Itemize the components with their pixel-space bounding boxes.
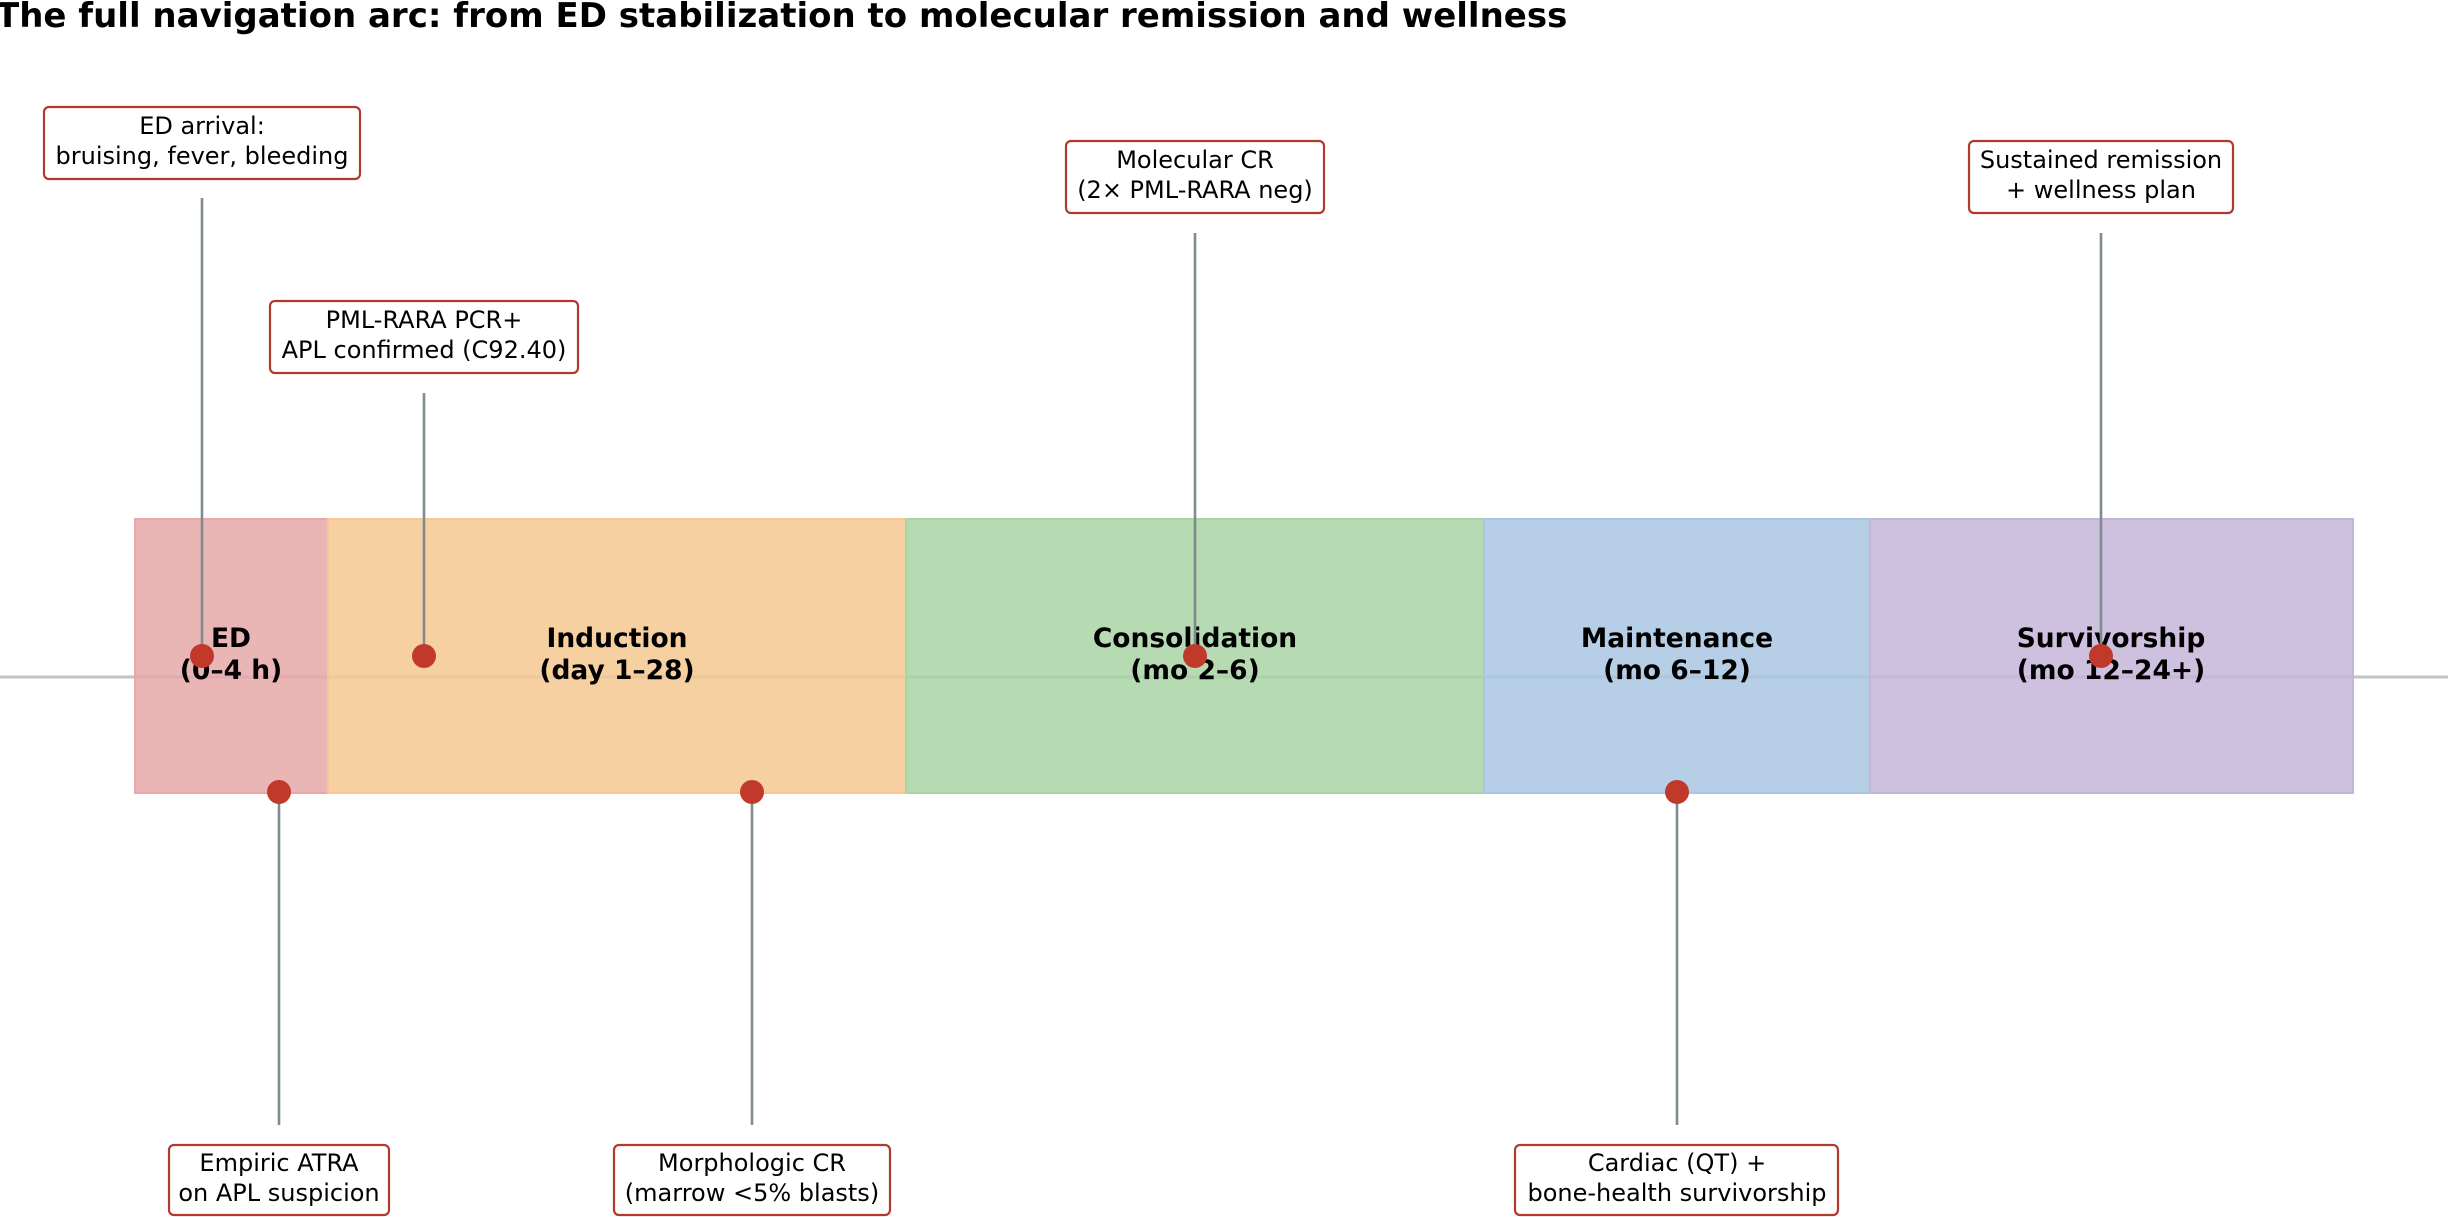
event-box bbox=[1967, 139, 2235, 215]
event-morphologic-cr: Morphologic CR (marrow <5% blasts) bbox=[612, 780, 892, 1217]
event-label-line2: APL confirmed (C92.40) bbox=[282, 336, 567, 364]
phase-name-induction: Induction bbox=[546, 623, 687, 654]
phase-ed: ED (0–4 h) bbox=[134, 518, 329, 794]
event-label-line2: (marrow <5% blasts) bbox=[625, 1179, 879, 1207]
event-box bbox=[1064, 139, 1326, 215]
event-label-line2: on APL suspicion bbox=[178, 1179, 379, 1207]
event-label-line1: Morphologic CR bbox=[658, 1149, 846, 1177]
event-box bbox=[42, 105, 362, 181]
event-marker bbox=[412, 644, 436, 668]
event-marker bbox=[740, 780, 764, 804]
event-box bbox=[1513, 1143, 1840, 1217]
event-label-line2: (2× PML-RARA neg) bbox=[1077, 176, 1313, 204]
phase-name-survivorship: Survivorship bbox=[2017, 623, 2206, 654]
event-label-line1: Empiric ATRA bbox=[199, 1149, 359, 1177]
event-box bbox=[268, 299, 580, 375]
event-label-line1: ED arrival: bbox=[139, 112, 265, 140]
phase-time-maintenance: (mo 6–12) bbox=[1603, 655, 1751, 686]
event-label-line2: bruising, fever, bleeding bbox=[56, 142, 349, 170]
phase-name-ed: ED bbox=[211, 623, 251, 654]
event-marker bbox=[190, 644, 214, 668]
event-label-line1: Sustained remission bbox=[1980, 146, 2222, 174]
event-marker bbox=[1665, 780, 1689, 804]
event-ed-arrival: ED arrival: bruising, fever, bleeding bbox=[42, 105, 362, 668]
event-empiric-atra: Empiric ATRA on APL suspicion bbox=[167, 780, 391, 1217]
event-label-line1: PML-RARA PCR+ bbox=[326, 306, 523, 334]
event-label-line1: Molecular CR bbox=[1116, 146, 1274, 174]
event-label-line1: Cardiac (QT) + bbox=[1588, 1149, 1766, 1177]
event-marker bbox=[267, 780, 291, 804]
event-sustained-remission: Sustained remission + wellness plan bbox=[1967, 139, 2235, 668]
phase-maintenance: Maintenance (mo 6–12) bbox=[1483, 518, 1871, 794]
event-label-line2: bone-health survivorship bbox=[1528, 1179, 1827, 1207]
event-box bbox=[612, 1143, 892, 1217]
phase-band-maintenance bbox=[1483, 518, 1871, 794]
diagram-title: The full navigation arc: from ED stabili… bbox=[0, 0, 1567, 36]
phase-name-maintenance: Maintenance bbox=[1581, 623, 1773, 654]
event-molecular-cr: Molecular CR (2× PML-RARA neg) bbox=[1064, 139, 1326, 668]
event-pml-rara-pcr: PML-RARA PCR+ APL confirmed (C92.40) bbox=[268, 299, 580, 668]
event-label-line2: + wellness plan bbox=[2006, 176, 2196, 204]
event-cardiac-qt: Cardiac (QT) + bone-health survivorship bbox=[1513, 780, 1840, 1217]
phase-time-induction: (day 1–28) bbox=[539, 655, 694, 686]
event-marker bbox=[1183, 644, 1207, 668]
event-box bbox=[167, 1143, 391, 1217]
event-marker bbox=[2089, 644, 2113, 668]
phase-band-ed bbox=[134, 518, 329, 794]
